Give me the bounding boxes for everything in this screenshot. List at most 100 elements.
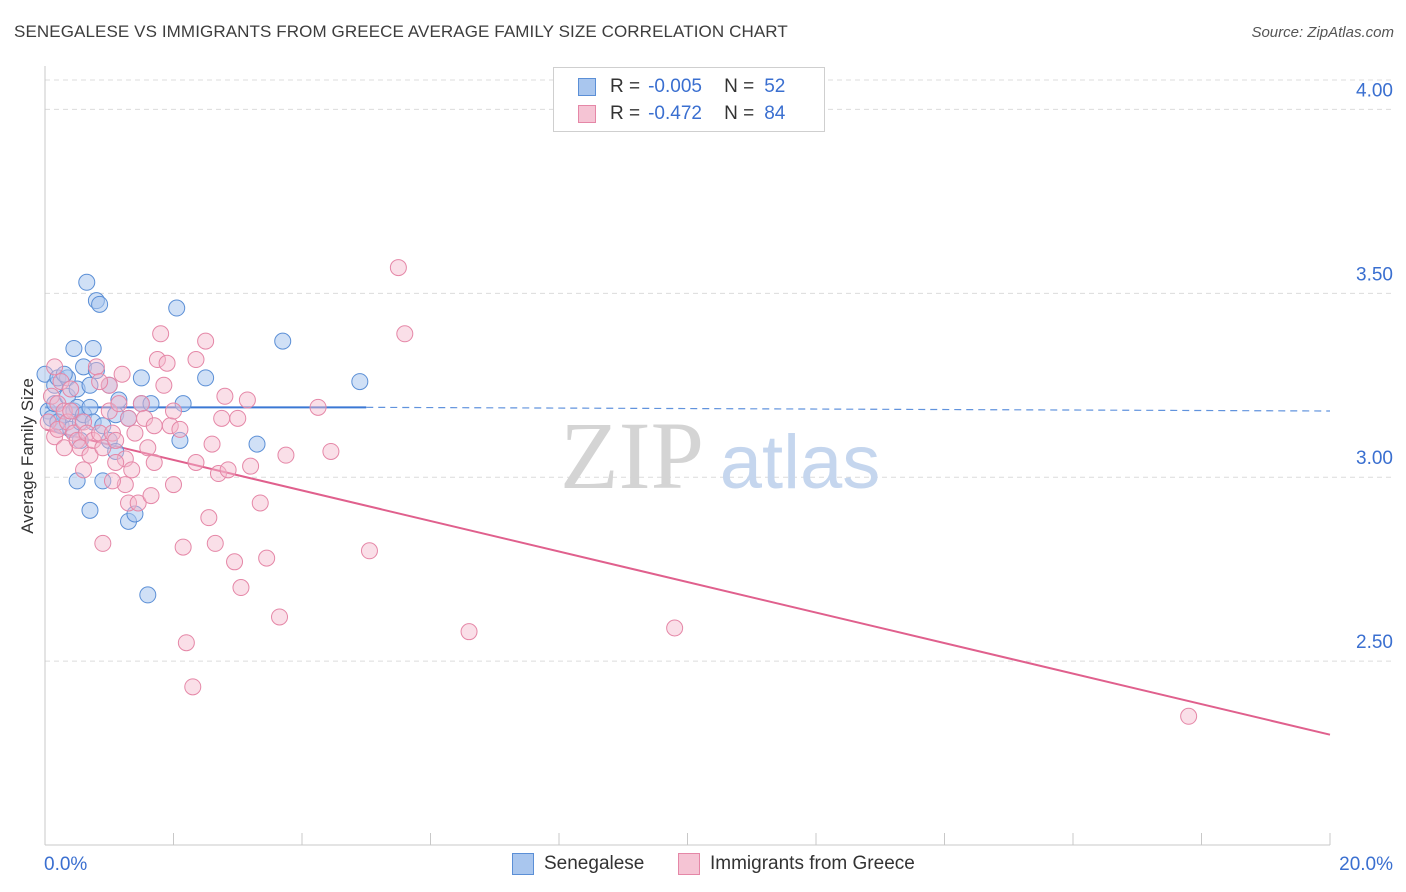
data-point-greece xyxy=(1180,707,1198,725)
legend-swatch-blue xyxy=(512,853,534,875)
data-point-greece xyxy=(251,494,269,512)
data-point-greece xyxy=(229,409,247,427)
data-point-senegalese xyxy=(68,472,86,490)
data-point-greece xyxy=(171,420,189,438)
y-tick-label: 4.00 xyxy=(1356,80,1393,101)
data-point-greece xyxy=(75,461,93,479)
data-point-greece xyxy=(258,549,276,567)
data-point-greece xyxy=(107,454,125,471)
data-point-greece xyxy=(46,358,64,376)
tick-labels: 2.50 3.00 3.50 4.00 0.0% 20.0% xyxy=(44,80,1393,875)
data-point-senegalese xyxy=(91,295,109,313)
axes xyxy=(44,66,1331,846)
data-point-senegalese xyxy=(84,339,102,357)
gridlines xyxy=(45,79,1394,662)
data-point-greece xyxy=(100,376,118,394)
legend-swatch-pink xyxy=(578,105,596,123)
y-tick-label: 2.50 xyxy=(1356,632,1393,653)
data-point-greece xyxy=(116,476,134,494)
y-axis-label: Average Family Size xyxy=(18,378,37,534)
data-point-greece xyxy=(187,351,205,369)
data-point-greece xyxy=(174,538,192,556)
data-point-greece xyxy=(389,259,407,277)
data-point-greece xyxy=(219,461,237,479)
data-point-senegalese xyxy=(168,299,186,317)
data-point-greece xyxy=(145,454,163,471)
data-point-greece xyxy=(113,365,131,383)
data-point-greece xyxy=(226,553,244,571)
data-point-greece xyxy=(666,619,684,637)
data-point-greece xyxy=(238,391,256,409)
data-point-senegalese xyxy=(65,339,83,357)
data-point-greece xyxy=(116,450,134,468)
data-point-greece xyxy=(158,354,176,372)
source-label: Source: ZipAtlas.com xyxy=(1251,24,1394,41)
trend-line-greece xyxy=(44,428,1331,736)
data-point-greece xyxy=(197,332,215,350)
data-point-senegalese xyxy=(126,505,144,523)
data-point-greece xyxy=(177,634,195,652)
data-point-greece xyxy=(360,542,378,560)
legend-swatch-pink xyxy=(678,853,700,875)
data-point-greece xyxy=(75,413,93,431)
data-point-greece xyxy=(277,446,295,464)
trend-line-senegalese-extension xyxy=(366,406,1331,412)
data-point-greece xyxy=(152,325,170,343)
data-point-greece xyxy=(460,623,478,641)
data-point-senegalese xyxy=(139,586,157,604)
data-point-senegalese xyxy=(274,332,292,350)
data-point-greece xyxy=(213,409,231,427)
data-point-greece xyxy=(165,402,182,420)
data-point-greece xyxy=(322,442,340,460)
legend-r-label: R = xyxy=(610,103,641,124)
data-point-greece xyxy=(203,435,221,453)
watermark-atlas: atlas xyxy=(720,420,881,505)
data-point-senegalese xyxy=(81,398,99,416)
data-point-greece xyxy=(187,454,205,471)
data-point-senegalese xyxy=(132,369,150,387)
data-point-greece xyxy=(126,424,144,442)
data-point-senegalese xyxy=(351,373,369,391)
data-point-senegalese xyxy=(49,413,67,431)
data-point-greece xyxy=(91,373,109,391)
data-point-greece xyxy=(148,351,166,369)
x-tick-label: 20.0% xyxy=(1339,854,1393,875)
x-tick-label: 0.0% xyxy=(44,854,87,875)
legend-item-greece[interactable]: Immigrants from Greece xyxy=(678,853,915,875)
legend-n-value: 84 xyxy=(764,103,786,124)
data-point-greece xyxy=(206,534,224,552)
watermark-zip: ZIP xyxy=(560,402,704,509)
data-point-greece xyxy=(165,476,182,494)
data-point-senegalese xyxy=(197,369,215,387)
legend-r-label: R = xyxy=(610,76,641,97)
data-point-greece xyxy=(232,579,250,597)
data-point-greece xyxy=(142,487,160,505)
data-point-greece xyxy=(94,534,112,552)
trend-lines xyxy=(44,406,1331,736)
data-point-senegalese xyxy=(87,362,105,380)
data-point-senegalese xyxy=(78,273,96,291)
data-point-greece xyxy=(209,465,227,483)
legend-row-senegalese: R = -0.005 N = 52 xyxy=(578,76,785,98)
data-point-greece xyxy=(155,376,173,394)
data-point-greece xyxy=(81,446,99,464)
data-point-greece xyxy=(145,417,163,435)
data-point-senegalese xyxy=(81,501,99,519)
legend-n-value: 52 xyxy=(764,76,786,97)
data-point-greece xyxy=(107,431,125,449)
data-point-greece xyxy=(271,608,289,626)
legend-item-senegalese[interactable]: Senegalese xyxy=(512,853,644,875)
data-point-greece xyxy=(120,409,138,427)
y-tick-label: 3.00 xyxy=(1356,448,1393,469)
chart-title: SENEGALESE VS IMMIGRANTS FROM GREECE AVE… xyxy=(14,22,788,41)
data-point-greece xyxy=(309,398,327,416)
data-point-greece xyxy=(62,402,80,420)
series-legend: Senegalese Immigrants from Greece xyxy=(0,853,1406,877)
legend-label-greece: Immigrants from Greece xyxy=(710,853,915,874)
data-point-greece xyxy=(110,395,128,413)
data-point-greece xyxy=(132,395,150,413)
data-point-greece xyxy=(396,325,414,343)
data-point-greece xyxy=(120,494,138,512)
data-point-greece xyxy=(184,678,202,696)
data-point-greece xyxy=(123,461,141,479)
